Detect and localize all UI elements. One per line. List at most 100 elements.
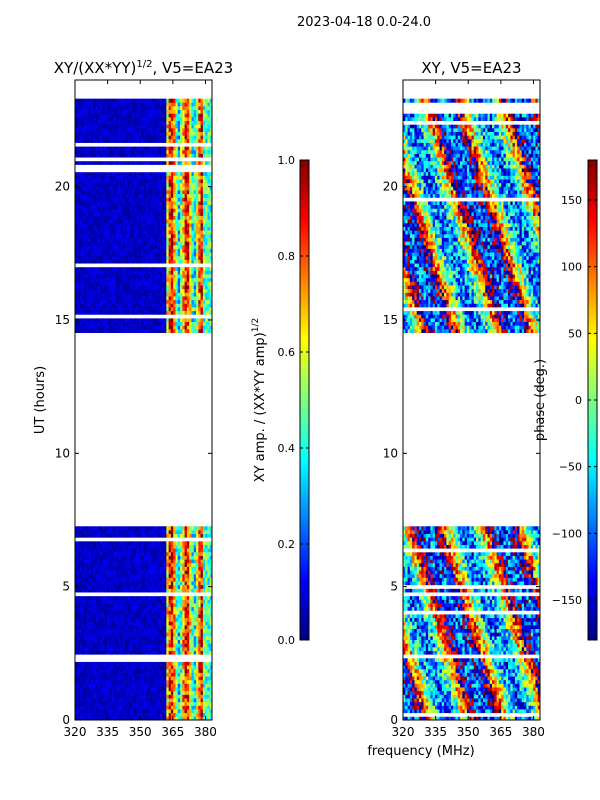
amp-heatmap-cell [97,321,101,326]
amp-heatmap-cell [84,533,87,538]
amp-heatmap-cell [138,299,142,304]
amp-heatmap-cell [75,628,78,633]
amp-heatmap-cell [118,544,122,549]
amp-heatmap-cell [205,624,208,630]
amp-heatmap-cell [209,307,212,312]
amp-heatmap-cell [90,310,94,315]
amp-heatmap-cell [127,317,131,323]
amp-heatmap-cell [86,570,90,575]
amp-heatmap-cell [88,690,92,695]
amp-heatmap-cell [132,581,135,586]
amp-heatmap-cell [170,709,174,714]
amp-heatmap-cell [106,303,110,308]
amp-heatmap-cell [209,314,212,319]
amp-heatmap-cell [184,603,188,608]
amp-heatmap-cell [170,274,174,279]
amp-heatmap-cell [77,288,80,293]
amp-heatmap-cell [97,237,101,242]
amp-heatmap-cell [90,537,94,542]
amp-heatmap-cell [196,676,199,681]
amp-heatmap-cell [88,712,92,717]
amp-heatmap-cell [177,281,181,286]
amp-heatmap-cell [86,233,90,238]
amp-heatmap-cell [104,285,108,290]
amp-heatmap-cell [125,701,128,706]
amp-heatmap-cell [148,599,151,604]
amp-heatmap-cell [81,230,85,235]
amp-heatmap-cell [134,650,138,655]
amp-heatmap-cell [104,687,108,692]
amp-heatmap-cell [175,274,179,279]
amp-heatmap-cell [157,584,160,589]
amp-heatmap-cell [79,639,83,644]
amp-heatmap-cell [182,577,185,582]
amp-heatmap-cell [104,676,108,681]
amp-heatmap-cell [134,551,138,556]
amp-heatmap-cell [168,617,172,622]
amp-heatmap-cell [180,548,183,553]
amp-heatmap-cell [120,665,124,670]
amp-heatmap-cell [175,314,179,319]
amp-heatmap-cell [116,716,119,720]
amp-heatmap-cell [186,555,190,560]
amp-heatmap-cell [109,259,112,264]
amp-heatmap-cell [100,222,103,227]
amp-heatmap-cell [168,241,172,246]
amp-heatmap-cell [116,241,119,246]
amp-heatmap-cell [97,679,101,684]
amp-heatmap-cell [129,606,133,611]
amp-heatmap-cell [88,248,92,253]
amp-heatmap-cell [191,646,195,651]
amp-heatmap-cell [75,540,78,545]
amp-heatmap-cell [77,307,80,312]
amp-heatmap-cell [209,222,212,227]
amp-heatmap-cell [177,255,181,260]
amp-heatmap-cell [122,248,126,253]
amp-heatmap-cell [125,241,128,246]
amp-heatmap-cell [118,274,122,279]
amp-heatmap-cell [209,288,212,293]
amp-heatmap-cell [81,562,85,567]
amp-heatmap-cell [145,592,149,597]
amp-heatmap-cell [125,621,128,626]
amp-heatmap-cell [77,665,80,670]
amp-heatmap-cell [86,252,90,257]
amp-heatmap-cell [177,551,181,556]
amp-heatmap-cell [168,321,172,326]
amp-heatmap-cell [100,672,103,677]
amp-heatmap-cell [132,248,135,253]
amp-heatmap-cell [145,595,149,600]
amp-heatmap-cell [193,570,197,575]
amp-heatmap-cell [164,665,167,670]
amp-heatmap-cell [154,544,158,549]
amp-heatmap-cell [191,672,195,677]
amp-heatmap-cell [134,259,138,264]
amp-heatmap-cell [148,252,151,257]
amp-heatmap-cell [104,263,108,268]
amp-heatmap-cell [189,540,192,545]
amp-heatmap-cell [173,321,176,326]
amp-heatmap-cell [150,540,154,545]
amp-heatmap-cell [154,540,158,545]
amp-heatmap-cell [207,592,211,597]
amp-heatmap-cell [150,687,154,692]
amp-heatmap-cell [166,325,170,330]
amp-heatmap-cell [198,577,201,582]
amp-heatmap-cell [100,292,103,297]
amp-heatmap-cell [116,244,119,249]
amp-heatmap-cell [189,716,192,720]
amp-heatmap-cell [145,303,149,308]
amp-heatmap-cell [159,639,163,644]
amp-heatmap-cell [173,244,176,249]
amp-heatmap-cell [200,288,204,293]
amp-heatmap-cell [75,219,78,224]
amp-heatmap-cell [193,687,197,692]
amp-heatmap-cell [84,537,87,542]
amp-heatmap-cell [186,683,190,688]
amp-heatmap-cell [127,584,131,589]
amp-heatmap-cell [127,672,131,677]
amp-heatmap-cell [118,529,122,534]
amp-heatmap-cell [75,296,78,301]
amp-heatmap-cell [97,526,101,531]
amp-heatmap-cell [196,559,199,564]
